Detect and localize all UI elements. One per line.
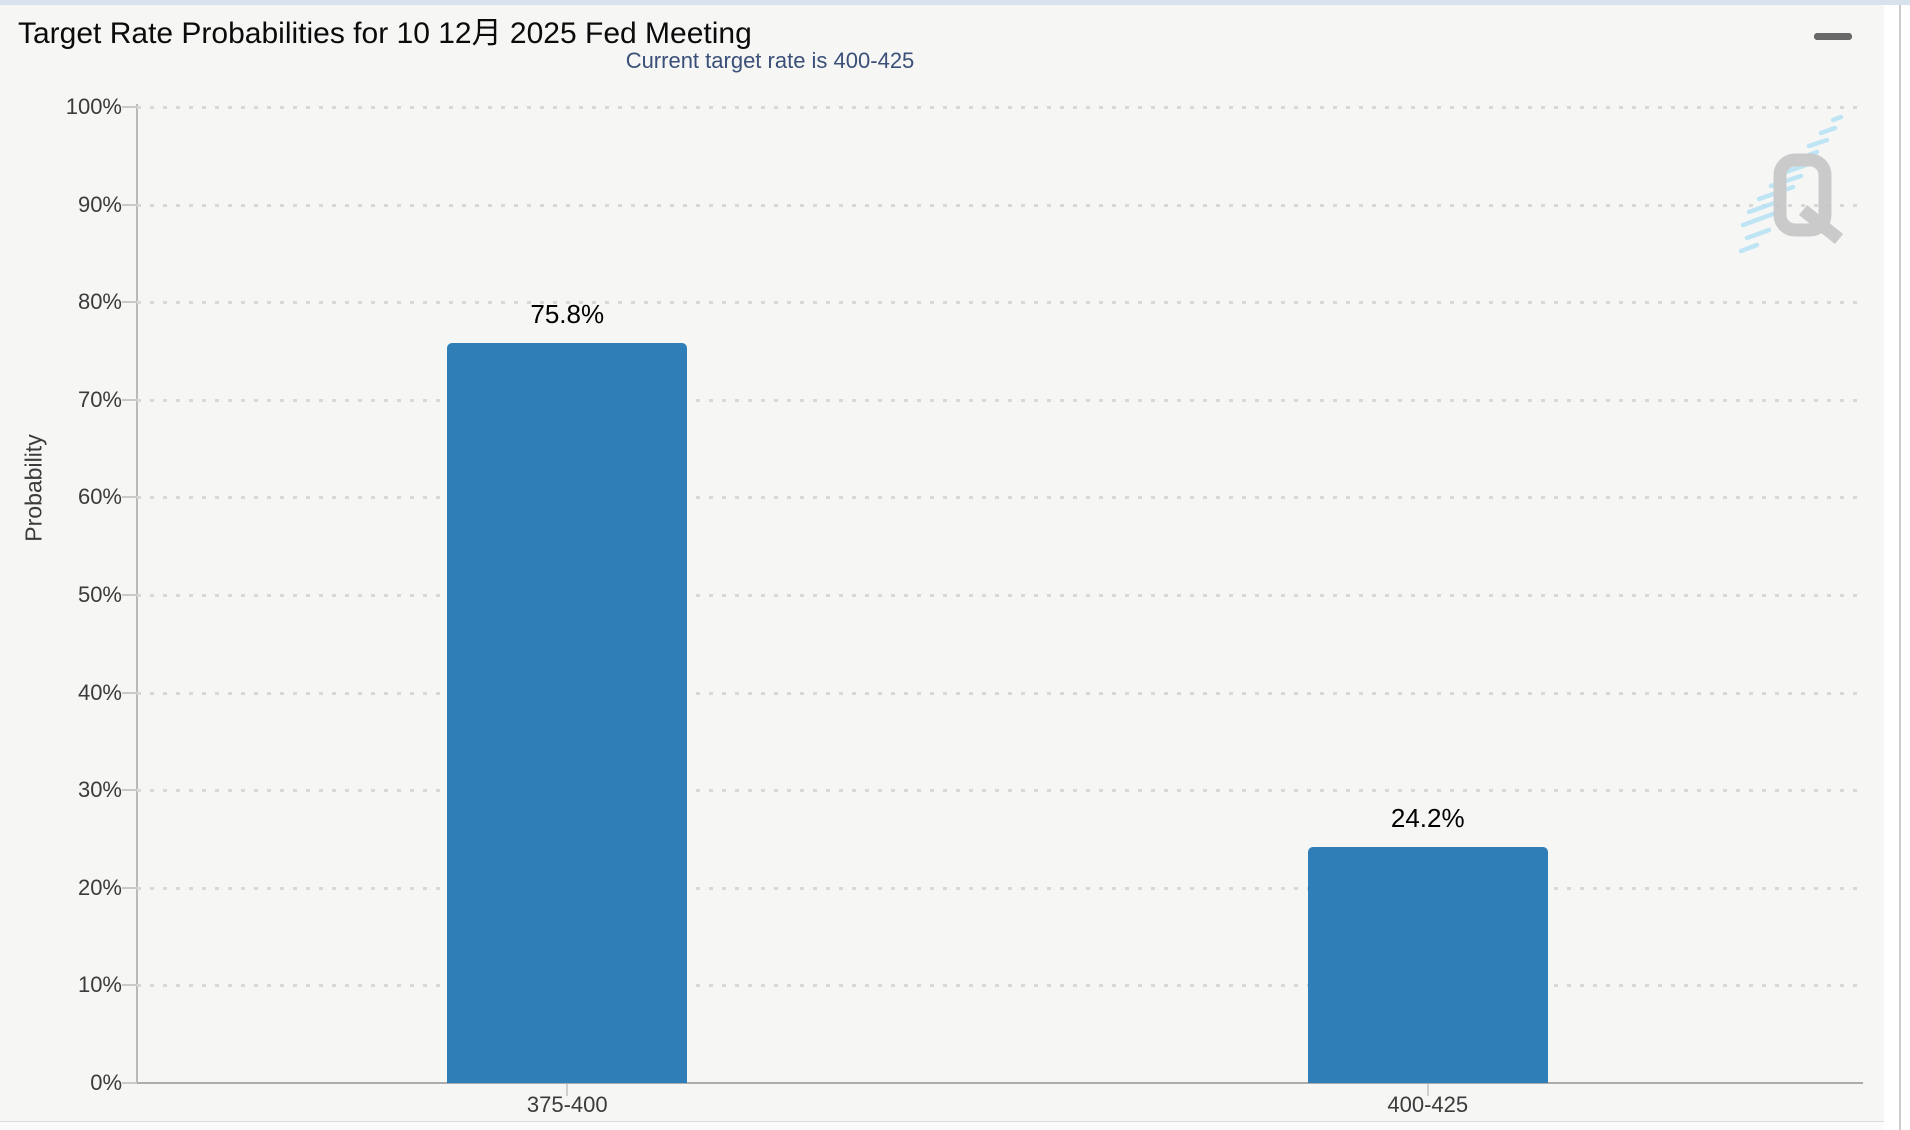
y-axis-tick: [122, 398, 137, 401]
y-axis-tick: [122, 789, 137, 792]
y-axis-tick-label: 60%: [77, 484, 122, 510]
gridline: [137, 886, 1858, 890]
right-margin: [1884, 5, 1910, 1130]
gridline: [137, 691, 1858, 695]
bar-400-425[interactable]: [1307, 846, 1548, 1083]
bar-value-label: 75.8%: [530, 299, 605, 330]
y-axis-tick-label: 100%: [65, 94, 122, 119]
y-axis-tick: [122, 203, 137, 206]
y-axis-tick-label: 0%: [90, 1070, 122, 1095]
chart-subtitle: Current target rate is 400-425: [625, 48, 915, 73]
bottom-strip: [0, 1122, 1884, 1130]
y-axis-tick: [122, 984, 137, 987]
y-axis-tick: [122, 691, 137, 694]
right-border-line: [1899, 5, 1901, 1130]
chart-menu-button[interactable]: [1814, 15, 1856, 51]
gridline: [137, 496, 1858, 500]
y-axis-tick: [122, 594, 137, 596]
gridline: [137, 594, 1858, 597]
y-axis-tick-label: 30%: [77, 777, 122, 803]
y-axis-tick-label: 20%: [77, 874, 122, 900]
y-axis-tick: [122, 886, 137, 889]
bar-375-400[interactable]: [447, 343, 688, 1083]
gridline: [137, 301, 1858, 305]
top-accent-strip: [0, 0, 1910, 5]
gridline: [137, 789, 1858, 793]
gridline: [137, 398, 1858, 402]
y-axis-tick-label: 50%: [77, 582, 122, 607]
x-axis-tick: [1426, 1084, 1429, 1096]
gridline: [137, 984, 1858, 988]
x-axis-category-label: 400-425: [1387, 1092, 1469, 1117]
y-axis-tick-label: 90%: [77, 191, 122, 217]
y-axis-tick: [122, 1082, 137, 1084]
bar-value-label: 24.2%: [1390, 802, 1465, 833]
y-axis-tick: [122, 106, 137, 108]
y-axis-tick-label: 80%: [77, 289, 122, 315]
x-axis-category-label: 375-400: [526, 1092, 608, 1117]
x-axis-tick: [566, 1084, 569, 1096]
y-axis-tick-label: 10%: [77, 972, 122, 998]
y-axis-tick: [122, 301, 137, 304]
y-axis-tick-label: 40%: [77, 679, 122, 705]
chart-title: Target Rate Probabilities for 10 12月 202…: [18, 17, 752, 50]
gridline: [137, 203, 1858, 207]
x-axis-line: [136, 1082, 1863, 1084]
bottom-divider: [0, 1121, 1884, 1122]
y-axis-tick-label: 70%: [77, 386, 122, 412]
gridline: [137, 106, 1858, 109]
y-axis-tick: [122, 496, 137, 499]
